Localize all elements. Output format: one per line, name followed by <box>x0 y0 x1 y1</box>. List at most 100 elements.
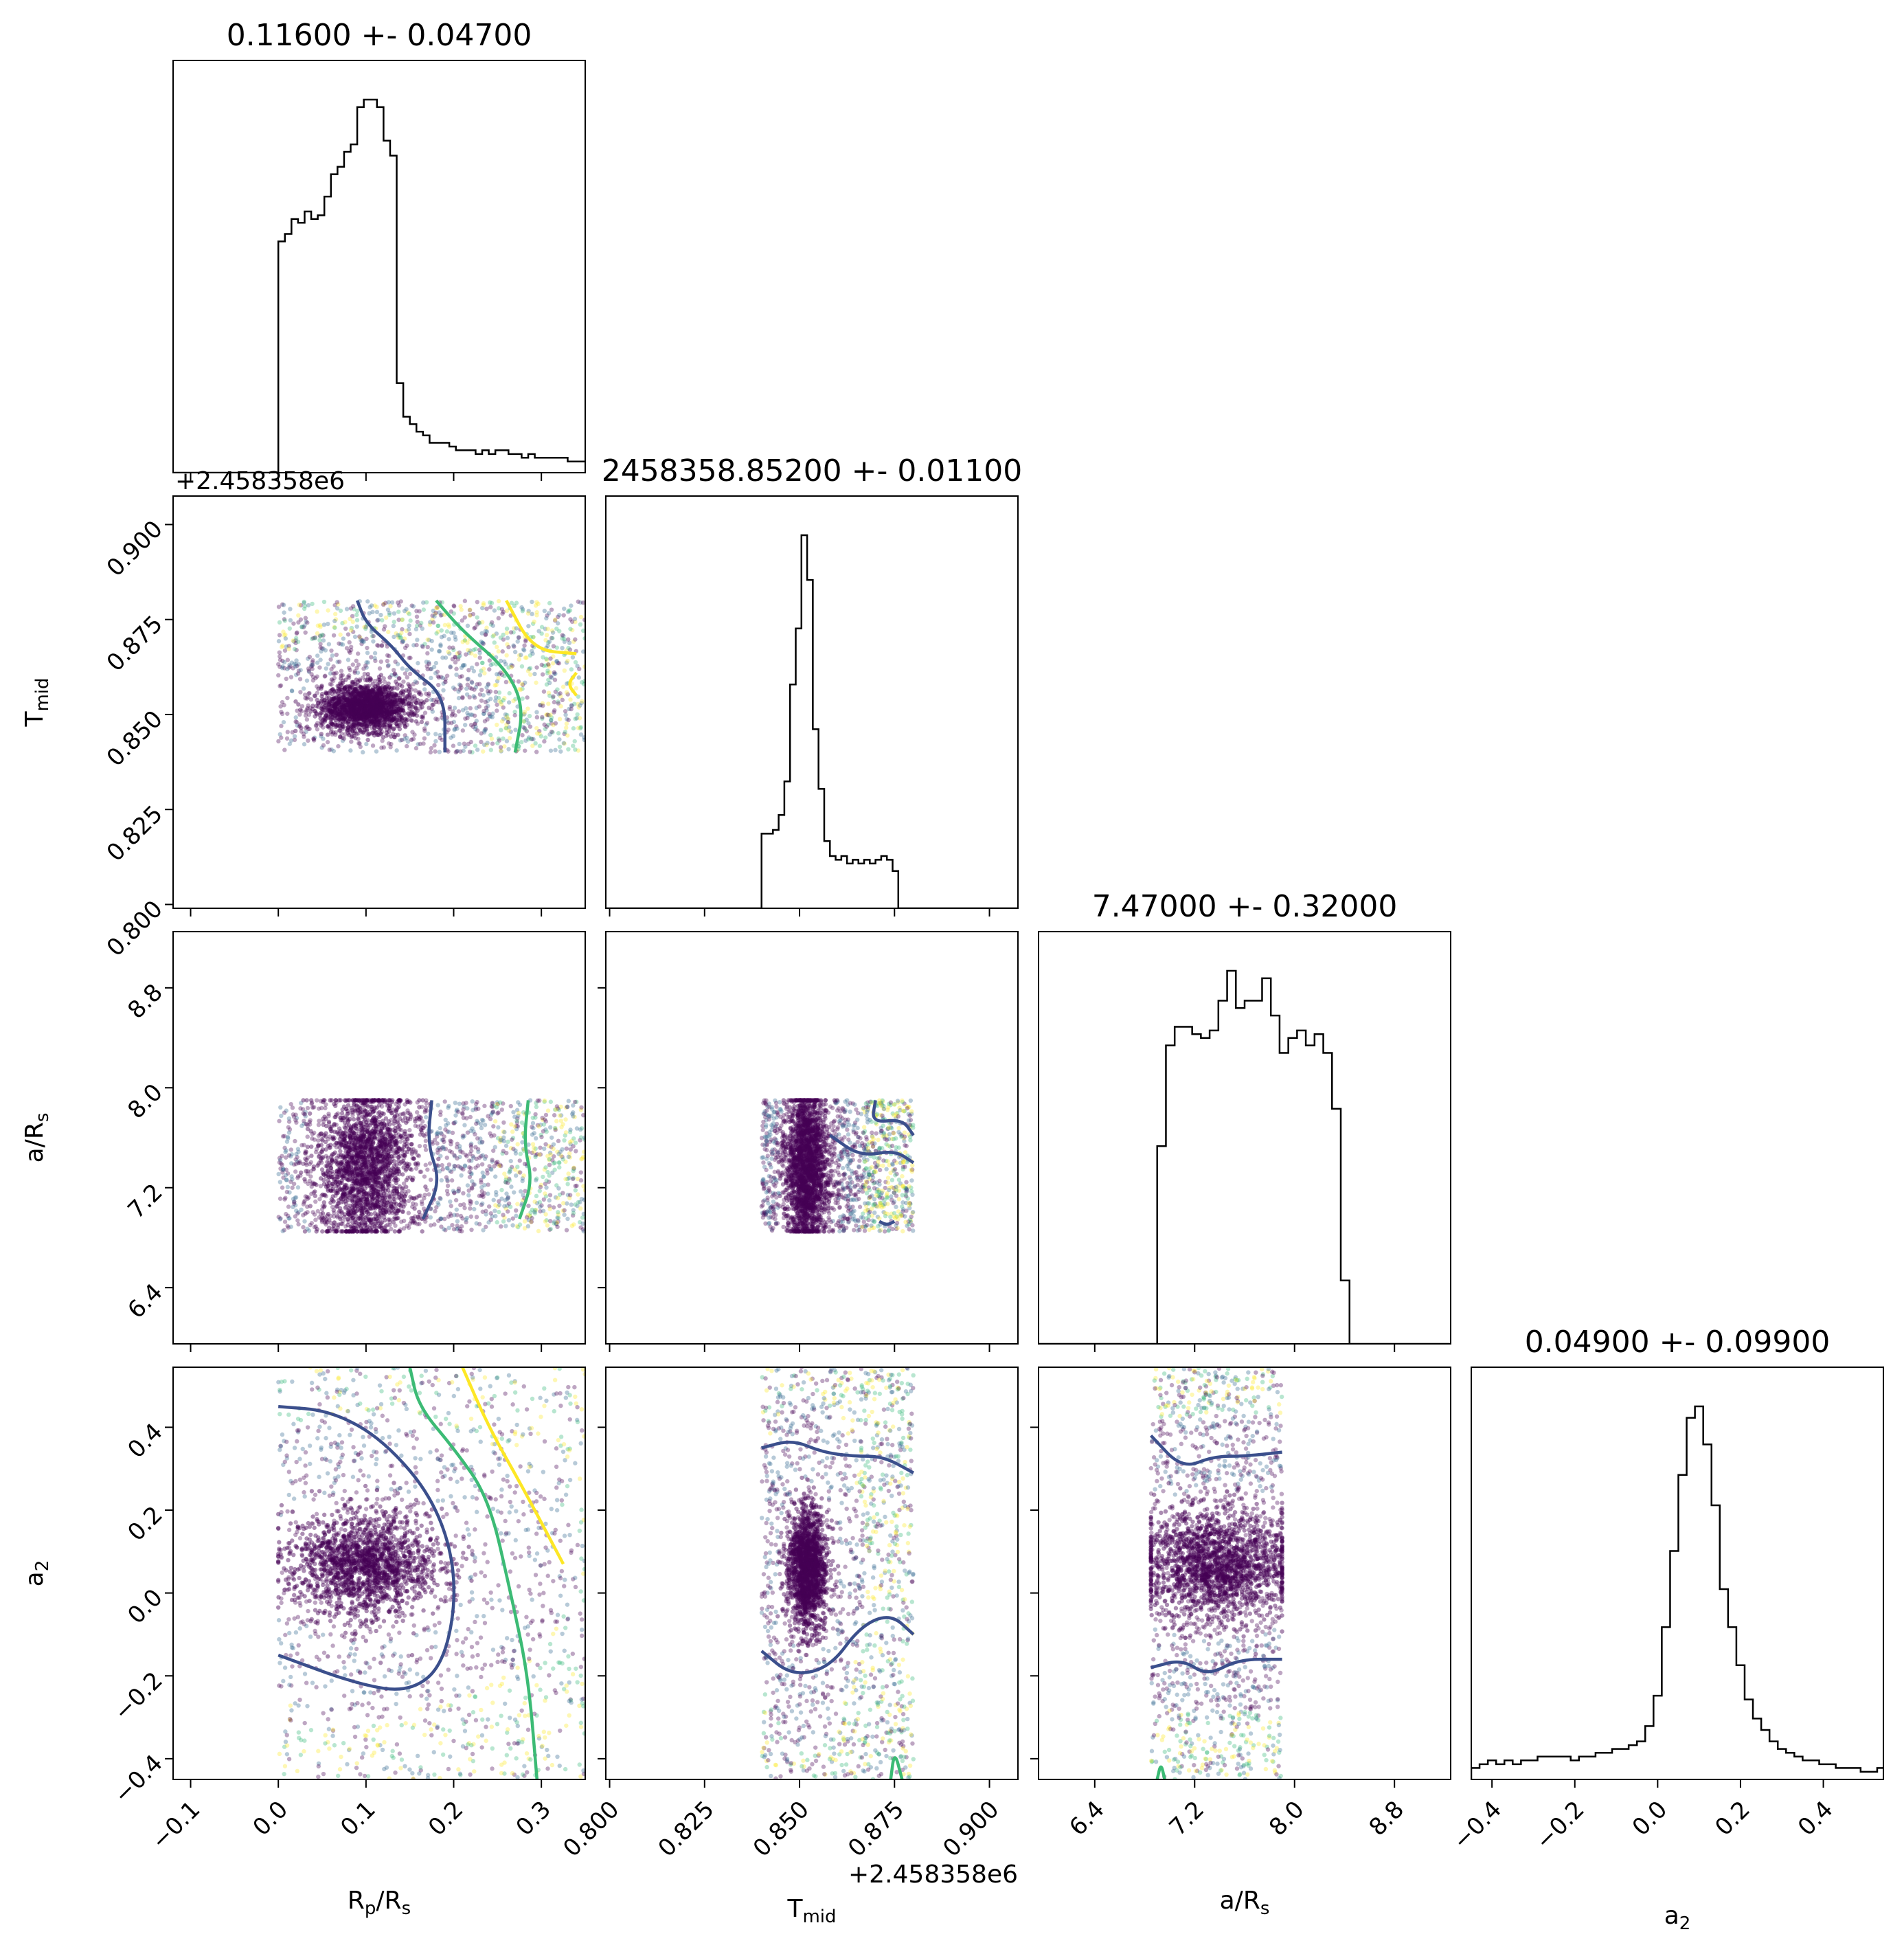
scatter-point <box>343 712 348 717</box>
scatter-point <box>348 704 353 708</box>
scatter-point <box>355 690 360 696</box>
scatter-point <box>331 707 336 712</box>
scatter-point <box>368 711 374 716</box>
scatter-point <box>521 725 526 730</box>
scatter-point <box>383 717 388 721</box>
scatter-point <box>391 727 396 732</box>
scatter-point <box>378 691 384 696</box>
scatter-point <box>374 701 379 706</box>
scatter-point <box>366 688 372 694</box>
scatter-point <box>392 695 396 700</box>
scatter-point <box>385 700 389 705</box>
scatter-point <box>357 677 362 682</box>
scatter-point <box>357 713 363 719</box>
scatter-point <box>302 734 306 739</box>
scatter-point <box>398 635 404 640</box>
scatter-point <box>534 1193 539 1199</box>
scatter-point <box>509 600 514 605</box>
scatter-point <box>365 713 370 719</box>
scatter-point <box>370 715 374 720</box>
scatter-point <box>443 679 448 684</box>
scatter-point <box>352 706 357 710</box>
scatter-point <box>352 713 357 718</box>
scatter-point <box>318 625 323 629</box>
scatter-point <box>348 709 353 714</box>
scatter-point <box>367 712 372 717</box>
scatter-point <box>375 732 380 737</box>
scatter-point <box>495 708 499 713</box>
scatter-point <box>304 726 308 730</box>
scatter-point <box>326 705 331 710</box>
scatter-point <box>357 728 363 733</box>
scatter-point <box>355 697 361 702</box>
scatter-point <box>301 625 306 630</box>
scatter-point <box>395 662 400 666</box>
scatter-point <box>342 716 348 721</box>
scatter-point <box>547 1193 553 1198</box>
scatter-point <box>557 629 562 633</box>
scatter-point <box>321 717 326 721</box>
scatter-point <box>365 671 370 677</box>
scatter-point <box>303 696 308 701</box>
scatter-point <box>348 701 353 706</box>
scatter-point <box>480 605 485 611</box>
scatter-point <box>393 703 398 708</box>
scatter-point <box>297 603 302 607</box>
scatter-point <box>537 731 542 737</box>
y-tick-label: 0.900 <box>102 515 168 582</box>
scatter-point <box>288 1147 294 1152</box>
scatter-point <box>333 706 338 710</box>
scatter-point <box>374 694 379 699</box>
scatter-point <box>482 719 488 723</box>
scatter-point <box>454 666 459 671</box>
scatter-point <box>397 726 403 732</box>
scatter-point <box>543 1219 548 1224</box>
scatter-point <box>317 638 322 643</box>
scatter-point <box>535 1098 541 1103</box>
scatter-point <box>572 1099 578 1105</box>
scatter-point <box>347 685 352 690</box>
scatter-point <box>404 628 409 633</box>
scatter-point <box>355 690 361 695</box>
scatter-point <box>474 706 479 710</box>
scatter-point <box>371 722 376 727</box>
scatter-point <box>376 699 381 705</box>
scatter-point <box>361 721 366 726</box>
scatter-point <box>418 692 424 697</box>
scatter-point <box>340 712 345 717</box>
scatter-point <box>367 702 372 708</box>
scatter-point <box>282 617 287 622</box>
scatter-point <box>356 716 362 721</box>
scatter-point <box>328 704 333 709</box>
scatter-point <box>305 706 310 711</box>
scatter-point <box>374 699 379 704</box>
scatter-point <box>392 726 396 731</box>
scatter-point <box>359 722 363 727</box>
scatter-point <box>381 722 385 728</box>
scatter-point <box>477 673 483 677</box>
scatter-point <box>395 717 400 722</box>
scatter-point <box>534 1104 539 1110</box>
scatter-point <box>452 604 457 609</box>
scatter-point <box>566 1099 571 1103</box>
scatter-point <box>392 717 397 721</box>
scatter-point <box>331 730 336 735</box>
scatter-point <box>352 686 358 692</box>
scatter-point <box>506 725 512 730</box>
scatter-point <box>457 653 462 658</box>
scatter-point <box>398 700 404 705</box>
scatter-point <box>352 712 357 717</box>
scatter-point <box>347 717 352 721</box>
scatter-point <box>329 677 335 682</box>
scatter-point <box>363 692 368 697</box>
scatter-point <box>319 692 325 697</box>
scatter-point <box>490 1158 495 1162</box>
scatter-point <box>348 699 352 705</box>
scatter-point <box>327 690 332 696</box>
scatter-point <box>435 669 440 674</box>
scatter-point <box>383 702 387 707</box>
scatter-point <box>368 708 374 712</box>
scatter-point <box>377 699 383 705</box>
scatter-point <box>309 672 314 677</box>
scatter-point <box>313 694 317 699</box>
